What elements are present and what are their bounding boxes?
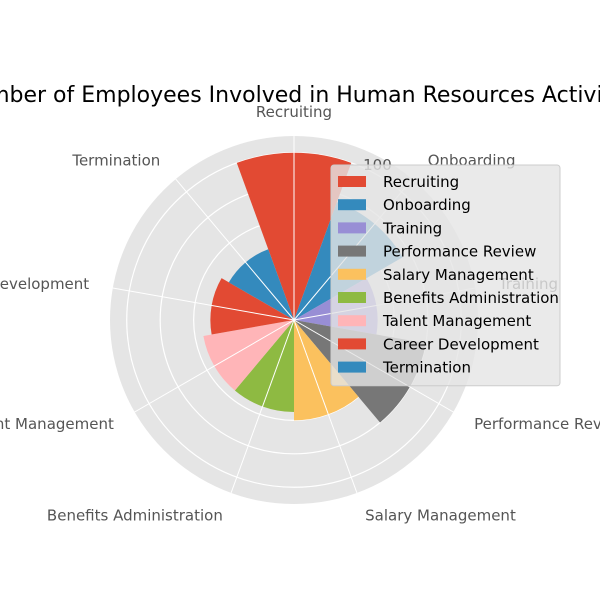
- legend-label-termination: Termination: [382, 359, 471, 377]
- legend-box: [330, 164, 561, 387]
- category-label: Recruiting: [256, 103, 332, 121]
- category-label: Talent Management: [0, 415, 114, 433]
- legend-swatch-onboarding: [338, 199, 366, 211]
- legend-swatch-training: [338, 222, 366, 234]
- category-label: Career Development: [0, 275, 89, 293]
- legend-label-training: Training: [382, 219, 442, 237]
- category-label: Benefits Administration: [47, 506, 223, 524]
- legend-swatch-salary-management: [338, 268, 366, 280]
- bar-benefits-administration: [234, 320, 294, 412]
- legend-swatch-recruiting: [338, 176, 366, 187]
- grid-spoke: [134, 319, 295, 413]
- legend-label-onboarding: Onboarding: [383, 196, 471, 214]
- grid-spoke: [230, 319, 295, 494]
- legend-label-benefits-administration: Benefits Administration: [383, 289, 559, 307]
- bar-talent-management: [203, 320, 294, 391]
- grid-spoke: [293, 319, 358, 494]
- legend-swatch-termination: [338, 361, 366, 373]
- legend-swatch-career-development: [338, 338, 366, 350]
- category-label: Termination: [71, 152, 160, 170]
- bar-salary-management: [294, 320, 359, 421]
- legend-label-recruiting: Recruiting: [383, 173, 459, 191]
- category-labels: Recruiting Onboarding Training Performance …: [0, 103, 600, 524]
- legend-swatch-benefits-administration: [338, 292, 366, 303]
- chart-title: Number of Employees Involved in Human Re…: [0, 83, 600, 108]
- category-label: Salary Management: [365, 506, 516, 524]
- category-label: Performance Review: [474, 415, 600, 433]
- legend-label-talent-management: Talent Management: [382, 312, 531, 330]
- bar-termination: [228, 249, 294, 320]
- legend-label-performance-review: Performance Review: [383, 243, 536, 261]
- legend-label-salary-management: Salary Management: [383, 266, 534, 284]
- legend-swatch-performance-review: [338, 245, 366, 257]
- legend-swatch-talent-management: [338, 315, 366, 327]
- legend-label-career-development: Career Development: [383, 335, 539, 353]
- bar-career-development: [210, 278, 294, 335]
- polar-spokes: [112, 136, 476, 494]
- legend: Recruiting Onboarding Training Performance …: [330, 164, 561, 387]
- grid-spoke: [175, 178, 295, 321]
- grid-spoke: [112, 287, 295, 321]
